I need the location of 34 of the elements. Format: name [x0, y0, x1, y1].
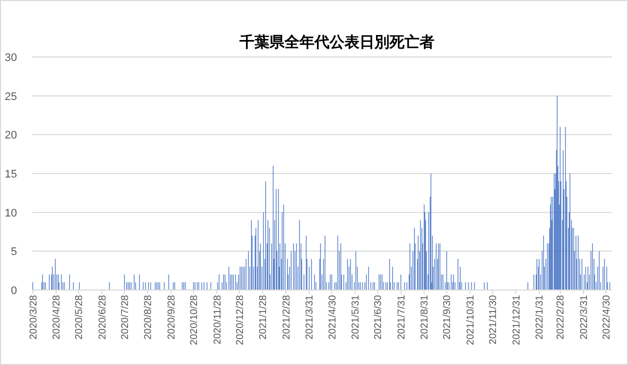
x-tick-label: 2020/10/28: [189, 294, 200, 346]
x-tick-label: 2020/4/28: [52, 294, 63, 340]
y-tick-label: 15: [4, 168, 17, 180]
y-tick-label: 30: [4, 52, 17, 64]
x-tick-label: 2022/2/28: [556, 294, 567, 340]
y-tick-label: 20: [4, 130, 17, 142]
x-tick-label: 2022/1/31: [534, 294, 546, 340]
x-tick-label: 2020/11/28: [212, 294, 224, 344]
x-tick-label: 2021/6/30: [373, 294, 384, 340]
x-tick-label: 2021/10/31: [466, 294, 477, 346]
x-tick-label: 2021/1/28: [258, 294, 270, 340]
chart-title: 千葉県全年代公表日別死亡者: [238, 33, 434, 51]
x-tick-label: 2021/12/31: [511, 294, 522, 346]
x-tick-label: 2021/11/30: [488, 294, 500, 344]
x-tick-label: 2021/5/31: [350, 294, 362, 340]
x-tick-label: 2021/2/28: [281, 294, 292, 340]
x-tick-label: 2021/3/31: [304, 294, 316, 340]
x-tick-label: 2020/5/28: [74, 294, 86, 340]
x-tick-label: 2020/12/28: [234, 294, 246, 346]
x-tick-label: 2021/9/30: [442, 294, 454, 340]
x-tick-label: 2020/7/28: [120, 294, 131, 340]
x-tick-label: 2020/9/28: [166, 294, 178, 340]
x-tick-label: 2021/8/31: [420, 294, 431, 340]
x-tick-label: 2022/3/31: [578, 294, 590, 340]
x-tick-label: 2021/4/30: [327, 294, 338, 340]
y-tick-label: 10: [4, 207, 17, 220]
y-tick-label: 5: [10, 246, 17, 258]
x-tick-label: 2020/6/28: [97, 294, 108, 340]
x-tick-label: 2020/8/28: [143, 294, 154, 340]
y-tick-label: 25: [4, 90, 17, 103]
x-tick-label: 2021/7/31: [396, 294, 408, 340]
x-tick-label: 2022/4/30: [601, 294, 612, 340]
x-tick-label: 2020/3/28: [28, 294, 40, 340]
y-tick-label: 0: [10, 285, 17, 297]
